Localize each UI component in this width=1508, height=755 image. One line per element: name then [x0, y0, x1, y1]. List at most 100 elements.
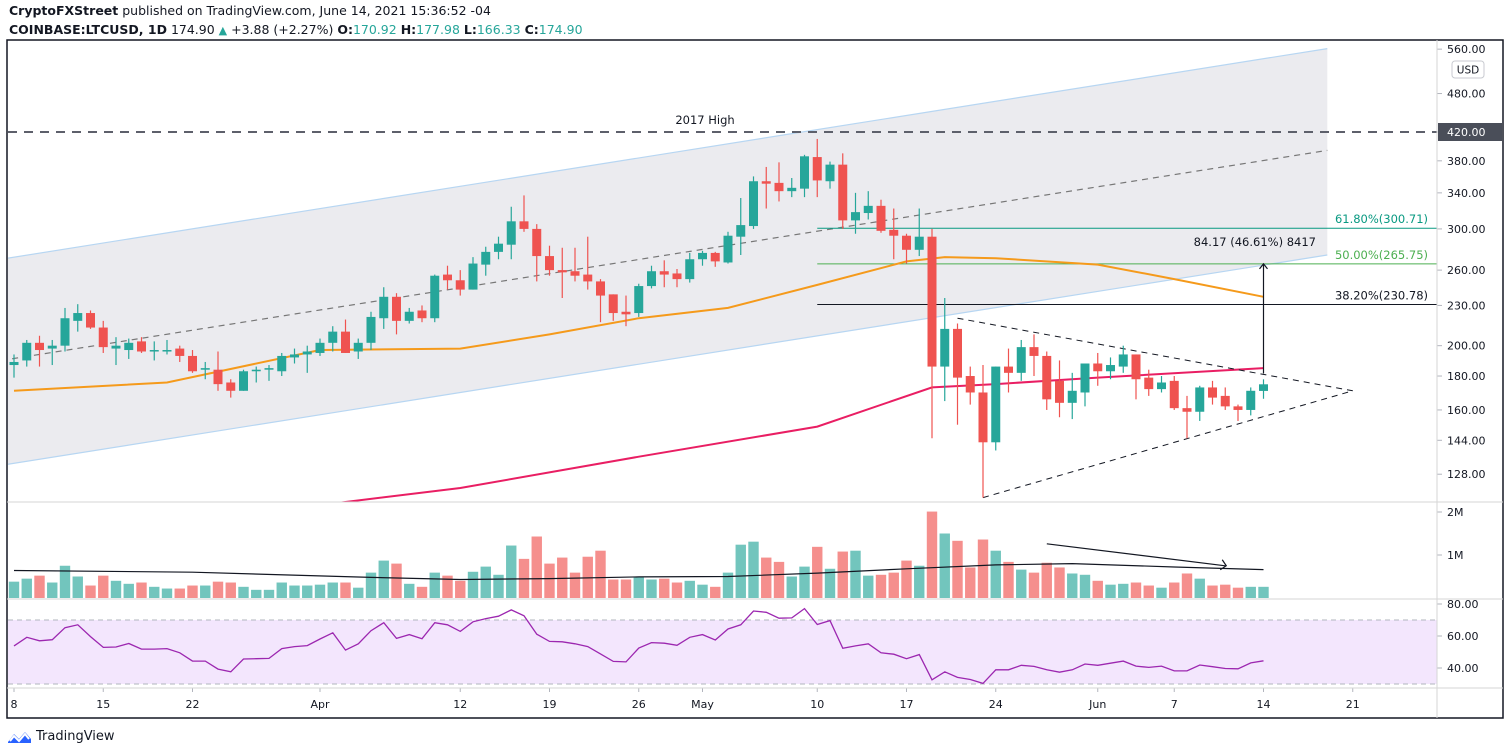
- volume-bar[interactable]: [353, 587, 364, 598]
- moving-average-pink[interactable]: [231, 367, 1264, 513]
- volume-bar[interactable]: [378, 560, 389, 598]
- candle[interactable]: [302, 345, 312, 373]
- candle[interactable]: [239, 369, 248, 391]
- volume-bar[interactable]: [697, 584, 708, 598]
- candle[interactable]: [468, 257, 478, 290]
- volume-bar[interactable]: [455, 580, 466, 598]
- volume-bar[interactable]: [1181, 573, 1193, 598]
- candle[interactable]: [494, 236, 503, 260]
- volume-bar[interactable]: [187, 585, 198, 598]
- candle[interactable]: [953, 323, 962, 425]
- candle[interactable]: [1169, 376, 1179, 410]
- candle[interactable]: [659, 260, 669, 288]
- candle[interactable]: [1246, 387, 1256, 416]
- candle[interactable]: [876, 199, 886, 233]
- volume-bar[interactable]: [595, 550, 606, 598]
- candle[interactable]: [392, 293, 401, 335]
- candle[interactable]: [1220, 387, 1230, 410]
- volume-bar[interactable]: [1143, 585, 1154, 598]
- volume-bar[interactable]: [786, 576, 797, 599]
- volume-bar[interactable]: [569, 572, 581, 598]
- volume-bar[interactable]: [251, 589, 262, 598]
- volume-bar[interactable]: [761, 557, 772, 598]
- volume-bar[interactable]: [391, 563, 402, 598]
- candle[interactable]: [800, 154, 809, 198]
- volume-bar[interactable]: [646, 579, 657, 598]
- rsi-line[interactable]: [13, 607, 1264, 685]
- volume-bar[interactable]: [1016, 569, 1027, 598]
- candle[interactable]: [557, 247, 567, 299]
- candle[interactable]: [965, 366, 975, 405]
- volume-bar[interactable]: [1232, 587, 1244, 598]
- candle[interactable]: [226, 379, 236, 398]
- candle[interactable]: [149, 341, 159, 361]
- volume-bar[interactable]: [633, 576, 644, 599]
- tradingview-logo[interactable]: TradingView: [6, 728, 115, 744]
- volume-bar[interactable]: [263, 589, 275, 598]
- candle[interactable]: [430, 274, 440, 323]
- candle[interactable]: [264, 365, 274, 381]
- candle[interactable]: [519, 195, 529, 232]
- triangle-upper-trendline[interactable]: [957, 317, 1353, 392]
- volume-bar[interactable]: [1169, 582, 1180, 598]
- candle[interactable]: [851, 192, 860, 234]
- candle[interactable]: [927, 228, 937, 439]
- candle[interactable]: [723, 231, 733, 264]
- volume-bar[interactable]: [149, 586, 160, 598]
- candle[interactable]: [1067, 372, 1077, 420]
- volume-bar[interactable]: [225, 582, 236, 598]
- volume-bar[interactable]: [1028, 572, 1040, 598]
- candle[interactable]: [902, 233, 911, 264]
- volume-bar[interactable]: [72, 576, 83, 599]
- volume-bar[interactable]: [34, 575, 45, 598]
- candle[interactable]: [404, 307, 414, 324]
- volume-bar[interactable]: [314, 584, 326, 598]
- volume-bar[interactable]: [1258, 586, 1269, 598]
- candle[interactable]: [838, 153, 848, 229]
- volume-bar[interactable]: [416, 586, 428, 598]
- volume-bar[interactable]: [773, 561, 785, 598]
- candle[interactable]: [1182, 395, 1192, 439]
- candle[interactable]: [685, 252, 695, 283]
- candle[interactable]: [1118, 345, 1128, 373]
- volume-bar[interactable]: [212, 581, 224, 598]
- candle[interactable]: [481, 246, 491, 276]
- volume-bar[interactable]: [1194, 578, 1205, 598]
- volume-bar[interactable]: [340, 582, 351, 598]
- volume-bar[interactable]: [161, 588, 173, 598]
- volume-bar[interactable]: [1220, 584, 1231, 598]
- candle[interactable]: [596, 279, 605, 323]
- candle[interactable]: [1055, 360, 1064, 418]
- volume-bar[interactable]: [123, 583, 134, 598]
- volume-bar[interactable]: [506, 545, 517, 598]
- volume-bar[interactable]: [875, 574, 887, 598]
- candle[interactable]: [672, 269, 682, 288]
- candle[interactable]: [1042, 351, 1052, 410]
- volume-bar[interactable]: [404, 583, 415, 598]
- candle[interactable]: [1093, 352, 1103, 386]
- candle[interactable]: [73, 304, 83, 332]
- candle[interactable]: [608, 294, 618, 321]
- candle[interactable]: [124, 338, 134, 359]
- volume-bar[interactable]: [824, 568, 836, 598]
- candle[interactable]: [774, 162, 784, 202]
- volume-bar[interactable]: [85, 585, 96, 598]
- volume-bar[interactable]: [952, 540, 963, 598]
- volume-bar[interactable]: [136, 582, 147, 598]
- volume-bar[interactable]: [926, 511, 938, 598]
- volume-bar[interactable]: [1105, 584, 1116, 598]
- candle[interactable]: [47, 339, 57, 366]
- volume-bar[interactable]: [429, 572, 440, 598]
- candle[interactable]: [1233, 404, 1243, 421]
- candle[interactable]: [251, 366, 261, 383]
- candle[interactable]: [366, 311, 376, 351]
- candle[interactable]: [825, 161, 835, 189]
- candle[interactable]: [175, 345, 185, 362]
- candle[interactable]: [455, 270, 465, 296]
- candle[interactable]: [35, 335, 44, 367]
- candle[interactable]: [506, 206, 516, 260]
- publisher-name[interactable]: CryptoFXStreet: [9, 3, 119, 18]
- candle[interactable]: [1131, 354, 1141, 400]
- candle[interactable]: [379, 287, 389, 329]
